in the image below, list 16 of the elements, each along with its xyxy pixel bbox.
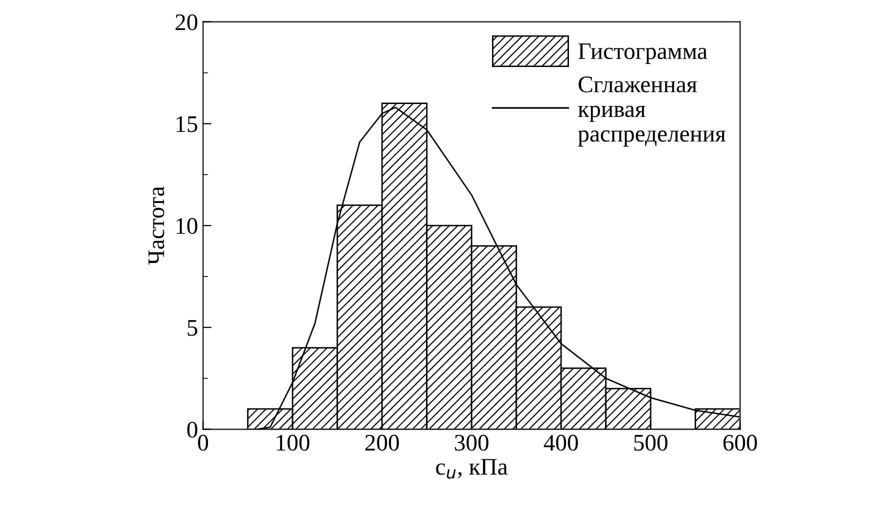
x-tick-label: 300 [455, 434, 488, 451]
y-tick-label: 10 [176, 218, 198, 234]
x-axis-title: c$_{u}$, кПа [436, 459, 508, 479]
x-tick-label: 100 [276, 434, 310, 451]
y-tick-label: 20 [176, 14, 198, 30]
legend-label: Сглаженная кривая распределения [578, 76, 726, 147]
y-tick-label: 15 [176, 116, 198, 132]
x-tick-label: 0 [198, 434, 208, 451]
x-tick-label: 500 [634, 434, 668, 451]
y-tick-label: 5 [188, 320, 198, 336]
y-tick-label: 0 [187, 422, 198, 438]
y-axis-title: Частота [148, 186, 164, 265]
x-tick-label: 200 [365, 434, 399, 451]
x-tick-label: 400 [544, 434, 578, 451]
x-tick-label: 600 [723, 434, 757, 451]
legend-label: Гистограмма [578, 43, 708, 64]
